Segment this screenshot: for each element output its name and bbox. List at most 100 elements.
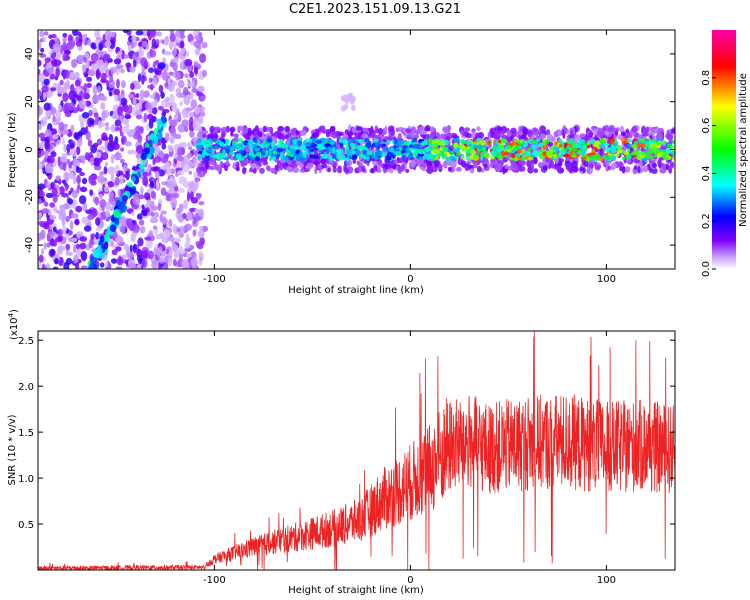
band-core [484, 152, 490, 159]
noise-speckle [198, 201, 205, 206]
band-core [441, 153, 447, 159]
band-halo [455, 167, 462, 172]
band-core [623, 151, 628, 156]
noise-speckle [186, 212, 193, 221]
noise-speckle [129, 244, 133, 253]
band-halo [610, 162, 617, 170]
noise-speckle [44, 150, 49, 159]
noise-speckle [189, 116, 194, 126]
noise-speckle [148, 77, 153, 84]
noise-speckle [130, 82, 135, 91]
spectrogram-y-tick-label: -20 [24, 189, 35, 205]
snr-frame [37, 330, 676, 571]
noise-speckle [101, 211, 107, 220]
band-halo [404, 132, 408, 138]
noise-speckle [81, 155, 86, 165]
noise-speckle [81, 216, 89, 224]
noise-speckle [50, 181, 55, 190]
noise-speckle [160, 210, 167, 215]
noise-speckle [61, 217, 66, 227]
band-halo [405, 128, 412, 133]
noise-speckle [179, 245, 184, 255]
band-halo [258, 133, 263, 138]
band-core [439, 147, 443, 152]
noise-speckle [168, 39, 174, 50]
noise-speckle [41, 265, 47, 269]
noise-speckle [176, 146, 183, 157]
noise-speckle [179, 34, 186, 39]
band-halo [487, 131, 491, 139]
band-halo [490, 158, 496, 163]
band-core [382, 153, 387, 157]
noise-speckle [68, 171, 75, 180]
noise-speckle [73, 243, 77, 254]
noise-speckle [38, 39, 42, 50]
spectrogram-y-tick-label: -40 [24, 237, 35, 253]
band-core [206, 143, 212, 148]
band-core [652, 148, 660, 155]
noise-speckle [196, 120, 200, 130]
noise-speckle [146, 199, 151, 207]
noise-speckle [188, 182, 195, 189]
noise-speckle [100, 72, 107, 83]
snr-x-tick-label: 100 [597, 575, 616, 586]
band-core [222, 149, 226, 155]
noise-speckle [157, 264, 163, 269]
noise-speckle [196, 193, 201, 200]
svg-text:(x104): (x104) [7, 309, 20, 340]
snr-y-tick-label: 1.5 [18, 428, 34, 439]
noise-speckle [66, 79, 70, 85]
band-core [627, 147, 631, 154]
band-core [285, 146, 289, 153]
band-core [387, 150, 393, 157]
noise-speckle [179, 101, 183, 106]
band-core [616, 150, 622, 154]
band-halo [483, 157, 489, 164]
band-core [326, 148, 330, 155]
noise-speckle [102, 33, 106, 44]
band-halo [389, 160, 395, 167]
noise-speckle [41, 159, 45, 168]
band-halo [518, 165, 523, 172]
noise-speckle [56, 245, 64, 256]
band-halo [527, 159, 533, 168]
band-core [653, 153, 657, 158]
noise-speckle [166, 166, 171, 177]
band-halo [302, 130, 307, 136]
band-halo [221, 132, 225, 138]
band-halo [669, 161, 675, 168]
band-core [491, 145, 499, 152]
band-halo [587, 131, 594, 138]
noise-speckle [99, 146, 107, 151]
noise-speckle [129, 65, 136, 73]
noise-speckle [160, 187, 167, 196]
noise-speckle [76, 31, 82, 37]
band-halo [298, 163, 305, 168]
noise-speckle [157, 202, 162, 212]
band-halo [556, 165, 562, 174]
band-halo [312, 132, 319, 138]
noise-speckle [197, 38, 203, 43]
band-core [248, 146, 254, 151]
noise-speckle [149, 49, 157, 58]
noise-speckle [110, 172, 115, 183]
noise-speckle [89, 157, 94, 167]
noise-speckle [52, 42, 61, 53]
noise-speckle [199, 53, 207, 64]
noise-speckle [53, 239, 58, 247]
noise-speckle [48, 34, 53, 39]
noise-speckle [179, 30, 185, 36]
noise-speckle [115, 266, 123, 269]
noise-speckle [161, 217, 168, 225]
spectrogram-y-tick-label: 40 [24, 48, 35, 61]
noise-speckle [78, 195, 87, 205]
noise-speckle [143, 90, 150, 98]
noise-speckle [156, 249, 161, 258]
band-halo [597, 127, 603, 134]
noise-speckle [182, 212, 187, 220]
noise-speckle [79, 242, 87, 250]
band-halo [336, 168, 343, 174]
noise-speckle [77, 54, 84, 64]
noise-speckle [92, 94, 100, 104]
noise-speckle [46, 233, 51, 242]
